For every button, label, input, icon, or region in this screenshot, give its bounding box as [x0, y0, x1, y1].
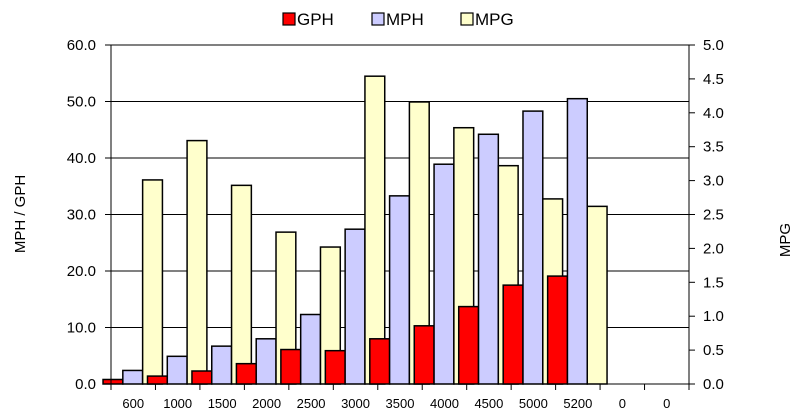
bar-mpg-1500: [230, 184, 253, 385]
bar-gph-600: [102, 378, 124, 385]
y-tick-label: 60.0: [67, 37, 96, 54]
bar-mph-1000: [166, 355, 188, 385]
bar-mph-2000: [255, 338, 277, 385]
legend-label-mph: MPH: [386, 10, 424, 29]
bar-gph-1500: [191, 370, 213, 385]
y-tick-label: 40.0: [67, 150, 96, 167]
bar-mph-1500: [211, 345, 233, 385]
legend: GPH MPH MPG: [282, 10, 514, 29]
x-tick-label: 2000: [252, 396, 281, 411]
y2-axis-ticks: 0.0 0.5 1.0 1.5 2.0 2.5 3.0 3.5 4.0 4.5 5.0: [689, 37, 724, 393]
y2-tick-label: 1.5: [703, 274, 724, 291]
y-axis-ticks: 0.0 10.0 20.0 30.0 40.0 50.0 60.0: [67, 37, 111, 393]
bar-mph-600: [122, 369, 144, 385]
y-tick-label: 0.0: [75, 376, 96, 393]
bar-mpg-3000: [364, 75, 386, 385]
bar-gph-5200: [546, 275, 569, 385]
bar-mpg-5200: [586, 205, 608, 385]
x-tick-label: 0: [663, 396, 670, 411]
bar-mph-5000: [522, 110, 544, 385]
bar-gph-3000: [324, 349, 346, 385]
bar-gph-4500: [457, 305, 480, 385]
x-tick-label: 5000: [519, 396, 548, 411]
y2-tick-label: 0.5: [703, 342, 724, 359]
legend-swatch-mph: [371, 12, 385, 26]
y-tick-label: 20.0: [67, 263, 96, 280]
x-tick-label: 4500: [474, 396, 503, 411]
y-axis-title: MPH / GPH: [12, 175, 29, 253]
bar-mph-2500: [299, 313, 322, 385]
y2-tick-label: 5.0: [703, 37, 724, 54]
bar-gph-3500: [369, 338, 391, 385]
bar-group: [102, 75, 608, 385]
bar-mph-3000: [344, 228, 366, 385]
y2-tick-label: 0.0: [703, 376, 724, 393]
bar-mph-4500: [477, 133, 500, 385]
y2-tick-label: 3.0: [703, 173, 724, 190]
bar-gph-1000: [146, 375, 169, 385]
bar-mph-5200: [566, 97, 588, 385]
y2-tick-label: 2.5: [703, 207, 724, 224]
x-tick-label: 1000: [163, 396, 192, 411]
bar-gph-2000: [235, 362, 257, 385]
x-tick-label: 1500: [208, 396, 237, 411]
bar-mpg-1000: [186, 139, 208, 385]
bar-gph-5000: [502, 284, 524, 385]
legend-label-gph: GPH: [297, 10, 334, 29]
bar-gph-4000: [413, 325, 435, 385]
legend-label-mpg: MPG: [475, 10, 514, 29]
x-tick-label: 3500: [386, 396, 415, 411]
bar-mph-3500: [388, 195, 411, 385]
y2-tick-label: 2.0: [703, 240, 724, 257]
x-axis-ticks: 600 1000 1500 2000 2500 3000 3500 4000 4500 5000 5…: [110, 384, 690, 411]
y-tick-label: 50.0: [67, 94, 96, 111]
x-tick-label: 5200: [563, 396, 592, 411]
bar-mph-4000: [433, 163, 455, 385]
bar-mpg-600: [141, 179, 164, 385]
y2-tick-label: 3.5: [703, 139, 724, 156]
x-tick-label: 2500: [297, 396, 326, 411]
bar-gph-2500: [280, 348, 302, 385]
x-tick-label: 600: [122, 396, 144, 411]
y-tick-label: 30.0: [67, 207, 96, 224]
x-tick-label: 3000: [341, 396, 370, 411]
y2-tick-label: 1.0: [703, 308, 724, 325]
legend-swatch-mpg: [460, 12, 474, 26]
y-tick-label: 10.0: [67, 320, 96, 337]
x-tick-label: 4000: [430, 396, 459, 411]
y2-tick-label: 4.5: [703, 71, 724, 88]
y2-tick-label: 4.0: [703, 105, 724, 122]
legend-swatch-gph: [282, 12, 296, 26]
x-tick-label: 0: [619, 396, 626, 411]
y2-axis-title: MPG: [777, 223, 793, 257]
